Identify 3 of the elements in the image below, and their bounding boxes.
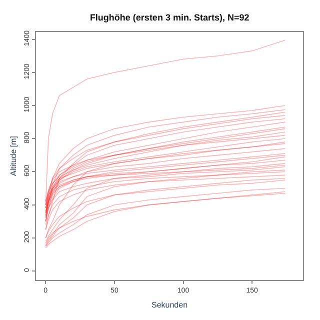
y-axis-title: Altitude [m] [8,136,18,176]
chart-title: Flughöhe (ersten 3 min. Starts), N=92 [90,12,250,23]
x-axis-title: Sekunden [151,300,188,310]
